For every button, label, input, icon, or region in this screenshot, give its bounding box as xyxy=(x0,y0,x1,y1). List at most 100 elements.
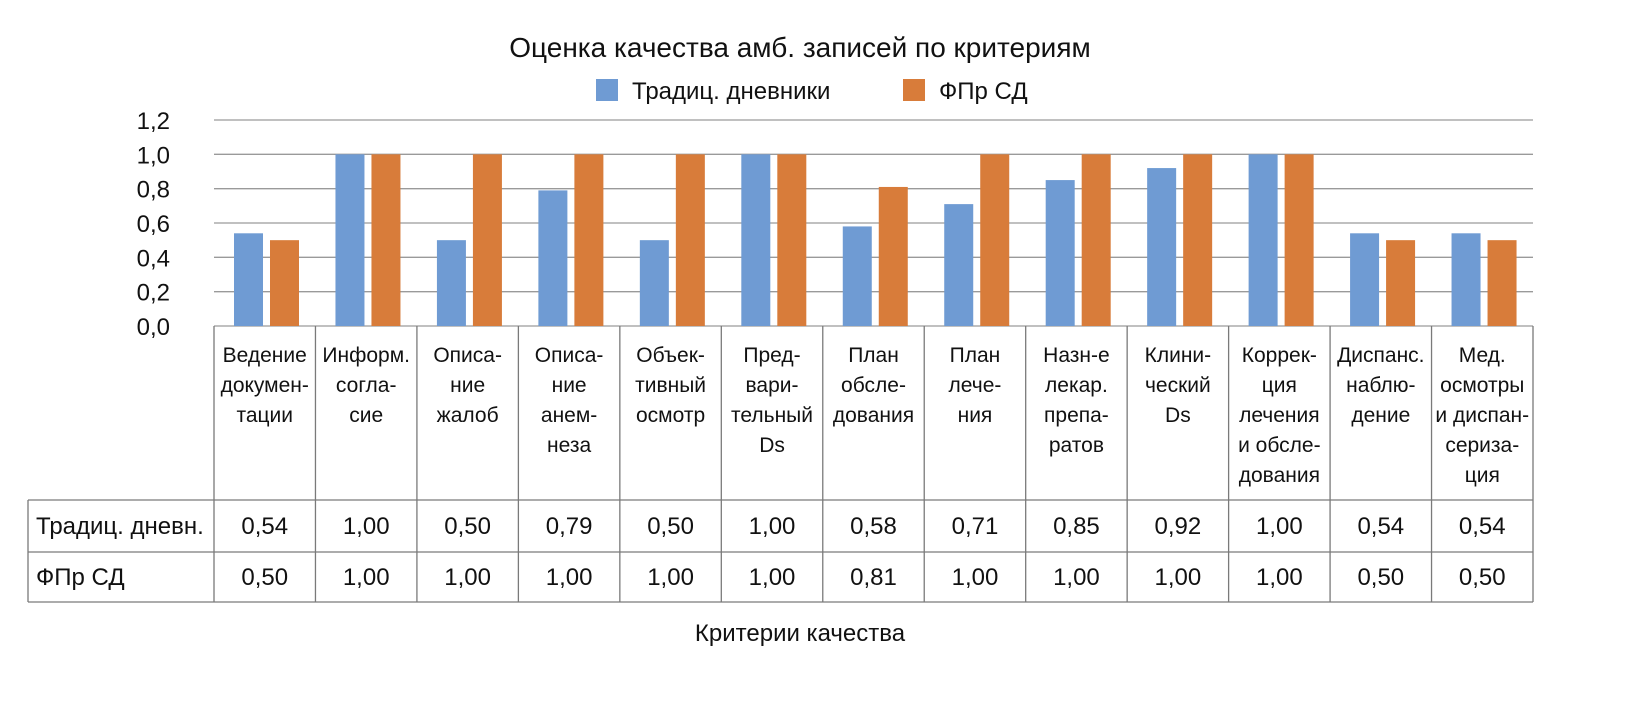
category-label-line: План xyxy=(950,344,1001,367)
bar-series1-4 xyxy=(538,190,568,326)
legend: Традиц. дневники ФПр СД xyxy=(596,78,1028,105)
bar-series2-6 xyxy=(777,154,807,326)
category-label-line: Ведение xyxy=(223,344,307,367)
category-label-line: лекар. xyxy=(1045,374,1108,397)
category-label-line: ние xyxy=(552,374,587,397)
y-tick-label: 1,0 xyxy=(137,142,170,169)
table-row-label-1: Традиц. дневн. xyxy=(36,513,204,540)
legend-label-1: Традиц. дневники xyxy=(632,78,830,105)
table-cell: 1,00 xyxy=(546,564,593,591)
category-label-line: и диспан- xyxy=(1435,404,1529,427)
category-label: Ведение докумен-тации xyxy=(221,344,309,427)
category-label: Пред-вари-тельный Ds xyxy=(731,344,813,457)
y-tick-label: 0,8 xyxy=(137,177,170,204)
bar-series1-12 xyxy=(1350,233,1380,326)
category-label: Объек-тивный осмотр xyxy=(635,344,706,427)
y-tick-label: 0,6 xyxy=(137,211,170,238)
category-label-line: наблю- xyxy=(1346,374,1415,397)
table-cell: 1,00 xyxy=(1256,513,1303,540)
category-label: Мед. осмотры и диспан-сериза-ция xyxy=(1435,344,1529,487)
category-label: Диспанс. наблю-дение xyxy=(1337,344,1424,427)
category-label: Информ. согла-сие xyxy=(322,344,410,427)
y-tick-label: 0,0 xyxy=(137,314,170,341)
table-cell: 0,50 xyxy=(444,513,491,540)
bar-series2-8 xyxy=(980,154,1010,326)
category-label-line: тельный xyxy=(731,404,813,427)
table-cell: 0,50 xyxy=(1357,564,1404,591)
category-label-line: неза xyxy=(547,434,591,457)
table-cell: 0,81 xyxy=(850,564,897,591)
data-table: Ведение докумен-тации Информ. согла-сие Опис… xyxy=(27,326,1534,603)
table-cell: 1,00 xyxy=(1053,564,1100,591)
bar-series1-2 xyxy=(335,154,365,326)
bar-series2-5 xyxy=(675,154,705,326)
category-label-line: ческий xyxy=(1145,374,1211,397)
table-cell: 1,00 xyxy=(952,564,999,591)
category-label-line: ция xyxy=(1262,374,1297,397)
bar-series2-11 xyxy=(1284,154,1314,326)
category-label-line: Клини- xyxy=(1145,344,1212,367)
y-tick-label: 0,2 xyxy=(137,280,170,307)
category-label: Клини-ческий Ds xyxy=(1145,344,1212,427)
bar-series1-13 xyxy=(1451,233,1481,326)
x-axis-title: Критерии качества xyxy=(695,620,906,647)
category-label-line: Информ. xyxy=(322,344,410,367)
category-label-line: лечения xyxy=(1239,404,1320,427)
bar-series1-3 xyxy=(436,240,466,326)
category-label-line: Описа- xyxy=(535,344,604,367)
category-label-line: жалоб xyxy=(437,404,499,427)
category-label-line: Коррек- xyxy=(1242,344,1317,367)
category-label-line: Мед. xyxy=(1459,344,1506,367)
category-label: Коррек-ция лечения и обсле-дования xyxy=(1238,344,1320,487)
table-cell: 1,00 xyxy=(749,564,796,591)
category-label: Описа-ние анем-неза xyxy=(535,344,604,457)
category-label-line: Ds xyxy=(759,434,785,457)
table-cell: 0,58 xyxy=(850,513,897,540)
category-label-line: сериза- xyxy=(1445,434,1519,457)
category-label-line: дение xyxy=(1351,404,1410,427)
table-cell: 1,00 xyxy=(343,564,390,591)
category-label: План обсле-дования xyxy=(833,344,914,427)
bars xyxy=(234,154,1517,326)
table-cell: 1,00 xyxy=(1155,564,1202,591)
table-cell: 0,85 xyxy=(1053,513,1100,540)
category-label-line: Пред- xyxy=(743,344,800,367)
bar-series1-5 xyxy=(639,240,669,326)
legend-swatch-2 xyxy=(903,79,925,101)
table-cell: 1,00 xyxy=(1256,564,1303,591)
y-tick-label: 0,4 xyxy=(137,245,170,272)
chart-title: Оценка качества амб. записей по критерия… xyxy=(509,32,1090,63)
category-label-line: осмотр xyxy=(636,404,705,427)
category-label-line: препа- xyxy=(1044,404,1109,427)
category-label-line: План xyxy=(848,344,899,367)
table-row-label-2: ФПр СД xyxy=(36,564,125,591)
category-label-line: ратов xyxy=(1049,434,1104,457)
category-label-line: согла- xyxy=(336,374,397,397)
category-label-line: Описа- xyxy=(433,344,502,367)
category-label: Описа-ние жалоб xyxy=(433,344,502,427)
bar-series2-7 xyxy=(878,186,908,326)
category-label-line: Диспанс. xyxy=(1337,344,1424,367)
bar-series2-10 xyxy=(1183,154,1213,326)
bar-series2-1 xyxy=(270,240,299,326)
category-label-line: ция xyxy=(1465,464,1500,487)
category-label-line: Объек- xyxy=(636,344,705,367)
category-label-line: лече- xyxy=(949,374,1002,397)
category-label: План лече-ния xyxy=(949,344,1002,427)
table-cell: 0,50 xyxy=(241,564,288,591)
category-label: Назн-е лекар. препа-ратов xyxy=(1043,344,1110,457)
category-label-line: дования xyxy=(1239,464,1320,487)
table-cell: 0,71 xyxy=(952,513,999,540)
table-cell: 0,54 xyxy=(241,513,288,540)
category-label-line: Ds xyxy=(1165,404,1191,427)
bar-series1-11 xyxy=(1248,154,1278,326)
legend-swatch-1 xyxy=(596,79,618,101)
bar-series1-6 xyxy=(741,154,771,326)
category-label-line: тации xyxy=(236,404,293,427)
legend-label-2: ФПр СД xyxy=(939,78,1028,105)
table-cell: 1,00 xyxy=(749,513,796,540)
bar-series1-9 xyxy=(1045,180,1075,326)
table-cell: 0,92 xyxy=(1155,513,1202,540)
category-label-line: вари- xyxy=(746,374,799,397)
bar-series2-12 xyxy=(1386,240,1416,326)
